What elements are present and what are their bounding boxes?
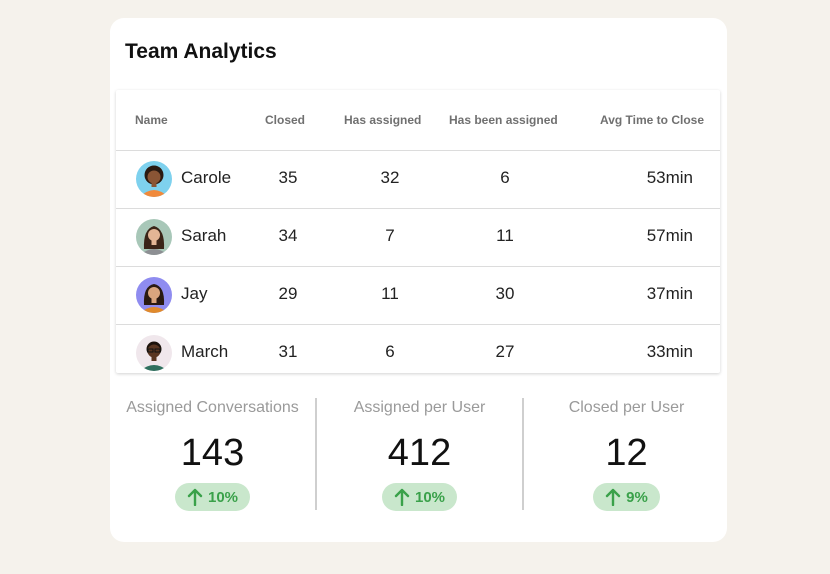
change-badge: 10%	[381, 483, 458, 511]
stat-label: Assigned Conversations	[126, 399, 299, 416]
closed-count: 35	[278, 168, 298, 187]
avatar	[136, 335, 172, 371]
table-row[interactable]: March 31 6 27 33min	[116, 325, 720, 382]
change-value: 10%	[414, 488, 446, 506]
arrow-up-icon	[187, 488, 203, 506]
stat-value: 412	[387, 432, 452, 474]
has-assigned-count: 11	[381, 284, 399, 303]
stat-divider	[522, 398, 524, 510]
stat-value: 143	[180, 432, 245, 474]
stat-closed-per-user: Closed per User 12 9%	[524, 394, 729, 512]
avg-time-to-close: 37min	[646, 284, 693, 303]
analytics-table: Name Closed Has assigned Has been assign…	[116, 90, 720, 373]
card-title: Team Analytics	[125, 40, 277, 63]
table-header: Name Closed Has assigned Has been assign…	[116, 90, 720, 151]
has-assigned-count: 7	[385, 226, 395, 245]
avatar	[136, 161, 172, 197]
table-row[interactable]: Sarah 34 7 11 57min	[116, 209, 720, 267]
user-name: Sarah	[181, 226, 227, 245]
header-has-been-assigned[interactable]: Has been assigned	[449, 113, 558, 127]
table-row[interactable]: Jay 29 11 30 37min	[116, 267, 720, 325]
closed-count: 34	[278, 226, 298, 245]
has-been-assigned-count: 11	[496, 226, 514, 245]
user-name: Jay	[181, 284, 208, 303]
stat-label: Assigned per User	[353, 399, 486, 416]
stats-summary: Assigned Conversations 143 10% Assigned …	[110, 394, 727, 512]
user-name: Carole	[181, 168, 232, 187]
stat-assigned-per-user: Assigned per User 412 10%	[317, 394, 522, 512]
header-name[interactable]: Name	[135, 113, 168, 127]
user-name: March	[181, 342, 229, 361]
stat-value: 12	[605, 432, 648, 474]
header-avg-time-to-close[interactable]: Avg Time to Close	[600, 113, 705, 127]
avg-time-to-close: 57min	[646, 226, 693, 245]
change-value: 9%	[626, 488, 648, 506]
change-value: 10%	[207, 488, 239, 506]
avatar	[136, 219, 172, 255]
change-badge: 10%	[174, 483, 251, 511]
team-analytics-card: Team Analytics Name Closed Has assigned …	[110, 18, 727, 542]
table-row[interactable]: Carole 35 32 6 53min	[116, 151, 720, 209]
change-badge: 9%	[593, 483, 660, 511]
avatar	[136, 277, 172, 313]
stat-label: Closed per User	[568, 399, 685, 416]
arrow-up-icon	[394, 488, 410, 506]
has-assigned-count: 32	[380, 168, 400, 187]
avg-time-to-close: 53min	[646, 168, 693, 187]
has-been-assigned-count: 30	[495, 284, 515, 303]
header-closed[interactable]: Closed	[265, 113, 306, 127]
avg-time-to-close: 33min	[646, 342, 693, 361]
header-has-assigned[interactable]: Has assigned	[344, 113, 422, 127]
arrow-up-icon	[605, 488, 621, 506]
stat-assigned-conversations: Assigned Conversations 143 10%	[110, 394, 315, 512]
has-been-assigned-count: 6	[500, 168, 510, 187]
closed-count: 29	[278, 284, 298, 303]
has-been-assigned-count: 27	[495, 342, 515, 361]
stat-divider	[315, 398, 317, 510]
closed-count: 31	[278, 342, 298, 361]
has-assigned-count: 6	[385, 342, 395, 361]
